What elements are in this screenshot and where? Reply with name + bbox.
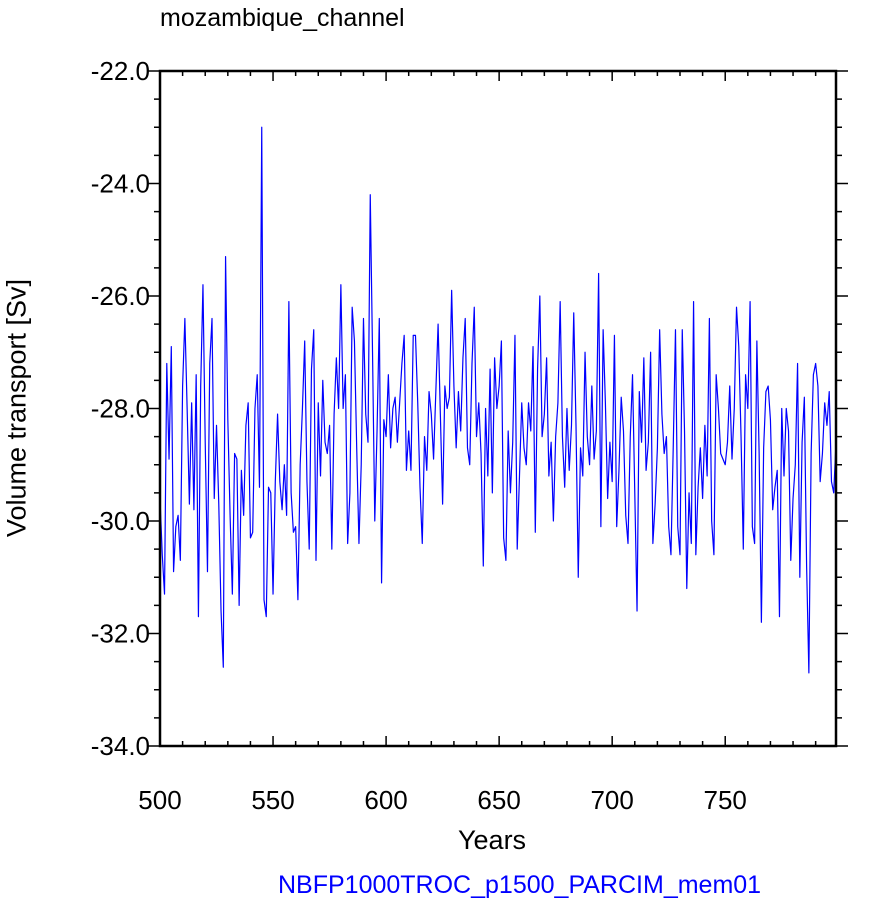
x-tick-label: 750 — [704, 785, 747, 815]
axis-ticks — [148, 70, 848, 747]
plot-frame — [158, 69, 838, 748]
y-tick-label: -22.0 — [91, 56, 150, 86]
chart-title: mozambique_channel — [160, 4, 405, 32]
y-tick-label: -26.0 — [91, 281, 150, 311]
y-tick-label: -32.0 — [91, 619, 150, 649]
y-tick-label: -24.0 — [91, 169, 150, 199]
y-tick-label: -34.0 — [91, 731, 150, 761]
tick-labels: 500 550 600 650 700 750 -22.0 -24.0 -26.0 -28.0 -3… — [91, 56, 747, 815]
x-axis-label: Years — [458, 825, 527, 855]
x-tick-label: 550 — [251, 785, 294, 815]
x-tick-label: 500 — [138, 785, 181, 815]
y-tick-label: -28.0 — [91, 394, 150, 424]
x-tick-label: 700 — [590, 785, 633, 815]
series-line — [159, 126, 837, 674]
series-layer — [159, 126, 837, 674]
y-tick-label: -30.0 — [91, 506, 150, 536]
chart-subtitle: NBFP1000TROC_p1500_PARCIM_mem01 — [278, 871, 762, 899]
x-tick-label: 650 — [477, 785, 520, 815]
x-tick-label: 600 — [364, 785, 407, 815]
y-axis-label: Volume transport [Sv] — [1, 278, 32, 538]
